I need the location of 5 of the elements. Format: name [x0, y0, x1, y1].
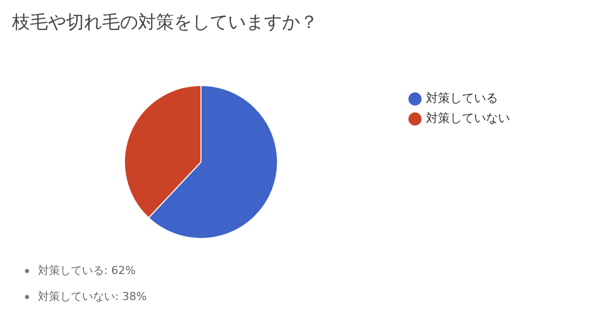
text: 対策している: 62% — [38, 263, 136, 279]
text: 対策していない: 38% — [38, 289, 147, 305]
legend-label: 対策している — [426, 91, 498, 106]
legend-label: 対策していない — [426, 111, 510, 126]
chart-title: 枝毛や切れ毛の対策をしていますか？ — [12, 11, 318, 34]
